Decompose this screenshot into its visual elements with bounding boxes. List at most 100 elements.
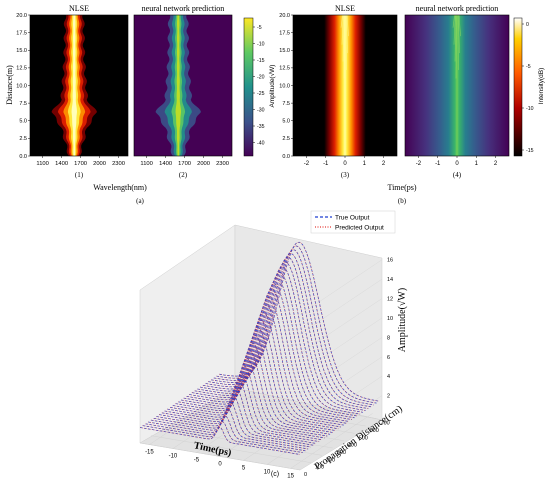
plot2-sublabel: (2) <box>179 171 188 179</box>
plot3-sublabel: (3) <box>341 171 350 179</box>
legend: True Output Predicted Output <box>311 211 395 233</box>
time-tick-label: 5 <box>242 465 246 471</box>
amplitude-tick-label: 12 <box>387 297 393 303</box>
colorbar-tick-label: -10 <box>257 41 265 47</box>
x-tick-label: -1 <box>435 161 441 167</box>
colorbar-tick-label: 0 <box>526 22 529 28</box>
y-tick-label: 12.5 <box>279 66 290 72</box>
y-tick-label: 15.0 <box>279 48 290 54</box>
amplitude-tick-label: 8 <box>387 335 390 341</box>
panel-c-caption: (c) <box>271 471 279 478</box>
x-tick-label: 2300 <box>216 161 229 167</box>
plot4-x-ticks: -2 -1 0 1 2 <box>416 156 498 167</box>
amplitude-tick-label: 16 <box>387 258 393 264</box>
legend-true-label: True Output <box>335 215 370 222</box>
y-tick-label: 20.0 <box>16 13 27 19</box>
panel-b-colorbar-label: Intensity(dB) <box>538 68 545 105</box>
plot3-heatmap <box>293 15 397 156</box>
y-tick-label: 15.0 <box>16 48 27 54</box>
panel-b-colorbar <box>514 18 522 156</box>
amplitude-tick-label: 14 <box>387 277 393 283</box>
x-tick-label: 2 <box>382 161 386 167</box>
y-tick-label: 0.0 <box>282 154 290 160</box>
amplitude-axis-ticks: 2 4 6 8 10 12 14 16 <box>387 258 393 400</box>
amplitude-tick-label: 10 <box>387 316 393 322</box>
colorbar-tick-label: -40 <box>257 140 265 146</box>
amplitude-tick-label: 4 <box>387 374 390 380</box>
x-tick-label: 2000 <box>93 161 106 167</box>
plot4-sublabel: (4) <box>453 171 462 179</box>
colorbar-tick-label: -5 <box>257 25 262 31</box>
panel-a-colorbar-label: Amplitude(√W) <box>268 65 276 108</box>
plot4-title: neural network prediction <box>416 4 499 13</box>
panel-a-caption: (a) <box>136 197 144 205</box>
y-tick-label: 7.5 <box>19 101 27 107</box>
y-tick-label: 0.0 <box>19 154 27 160</box>
time-tick-label: -5 <box>194 458 200 464</box>
colorbar-tick-label: -30 <box>257 107 265 113</box>
x-tick-label: -2 <box>416 161 422 167</box>
x-tick-label: 1700 <box>74 161 87 167</box>
plot2-x-ticks: 1100 1400 1700 2000 2300 <box>140 156 229 167</box>
colorbar-tick-label: -20 <box>257 74 265 80</box>
plot1-sublabel: (1) <box>75 171 84 179</box>
y-tick-label: 5.0 <box>282 119 290 125</box>
plot3-title: NLSE <box>335 4 355 13</box>
panel-b-y-ticks: 0.02.55.07.510.012.515.017.520.0 <box>279 13 293 160</box>
x-tick-label: 0 <box>343 161 347 167</box>
plot2-title: neural network prediction <box>142 4 225 13</box>
x-tick-label: -2 <box>304 161 310 167</box>
colorbar-tick-label: -35 <box>257 124 265 130</box>
x-tick-label: -1 <box>323 161 329 167</box>
plot4-heatmap <box>405 15 509 156</box>
amplitude-tick-label: 2 <box>387 394 390 400</box>
x-tick-label: 1400 <box>55 161 68 167</box>
colorbar-tick-label: -15 <box>526 148 534 154</box>
colorbar-tick-label: -25 <box>257 91 265 97</box>
time-tick-label: 0 <box>218 462 222 468</box>
amplitude-axis-label: Amplitude(√W) <box>397 288 408 352</box>
y-tick-label: 12.5 <box>16 66 27 72</box>
legend-pred-label: Predicted Output <box>335 225 384 232</box>
x-tick-label: 2 <box>494 161 498 167</box>
time-tick-label: -15 <box>145 450 154 456</box>
panel-a-y-ticks: 0.0 2.5 5.0 7.5 10.0 12.5 15.0 17.5 20.0 <box>16 13 30 160</box>
panel-a-y-label: Distance(m) <box>5 65 14 105</box>
plot1-title: NLSE <box>69 4 89 13</box>
time-tick-label: 15 <box>287 473 294 479</box>
x-tick-label: 0 <box>455 161 459 167</box>
panel-a: NLSE neural network prediction 0.0 2.5 5.0… <box>5 4 276 205</box>
amplitude-tick-label: 6 <box>387 355 390 361</box>
y-tick-label: 2.5 <box>282 136 290 142</box>
x-tick-label: 1100 <box>140 161 152 167</box>
x-tick-label: 1400 <box>159 161 172 167</box>
y-tick-label: 5.0 <box>19 119 27 125</box>
y-tick-label: 17.5 <box>16 30 27 36</box>
x-tick-label: 1700 <box>178 161 191 167</box>
y-tick-label: 2.5 <box>19 136 27 142</box>
y-tick-label: 7.5 <box>282 101 290 107</box>
colorbar-tick-label: -10 <box>526 106 534 112</box>
panel-b: NLSE neural network prediction 0.0 2.5 5.0… <box>279 4 545 205</box>
y-tick-label: 10.0 <box>16 83 27 89</box>
x-tick-label: 2000 <box>197 161 210 167</box>
panel-a-colorbar-ticks: -5 -10 -15 -20 -25 -30 -35 -40 <box>253 25 265 147</box>
colorbar-tick-label: -15 <box>257 58 265 64</box>
x-tick-label: 1 <box>475 161 479 167</box>
panel-a-colorbar <box>244 18 253 156</box>
x-tick-label: 1 <box>363 161 367 167</box>
panel-b-colorbar-ticks: 0 -5 -10 -15 <box>522 22 534 154</box>
y-tick-label: 20.0 <box>279 13 290 19</box>
panel-b-caption: (b) <box>398 197 407 205</box>
plot1-x-ticks: 1100 1400 1700 2000 2300 <box>36 156 125 167</box>
y-tick-label: 17.5 <box>279 30 290 36</box>
distance-tick-label: 0 <box>304 472 307 478</box>
panel-b-x-label: Time(ps) <box>387 183 416 192</box>
panel-a-x-label: Wavelength(nm) <box>93 183 147 192</box>
colorbar-tick-label: -5 <box>526 64 531 70</box>
x-tick-label: 2300 <box>112 161 125 167</box>
x-tick-label: 1100 <box>36 161 48 167</box>
time-tick-label: -10 <box>169 454 178 460</box>
